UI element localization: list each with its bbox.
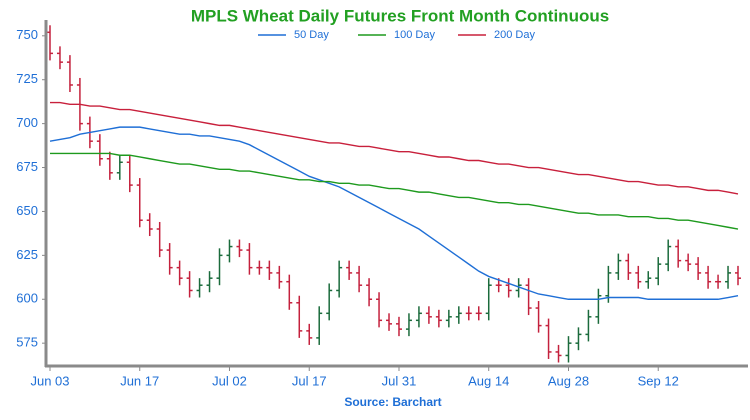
legend-label: 50 Day (294, 29, 329, 41)
chart-title: MPLS Wheat Daily Futures Front Month Con… (191, 6, 609, 25)
moving-average-line (50, 152, 739, 230)
y-tick-label: 600 (16, 291, 38, 306)
moving-average-line (49, 126, 739, 300)
moving-average-line (50, 101, 739, 195)
x-tick-label: Aug 14 (468, 373, 509, 388)
y-tick-label: 675 (16, 159, 38, 174)
x-tick-label: Jun 03 (30, 373, 69, 388)
x-tick-label: Aug 28 (548, 373, 589, 388)
x-tick-label: Jun 17 (120, 373, 159, 388)
x-tick-label: Jul 31 (382, 373, 417, 388)
x-tick-label: Jul 17 (292, 373, 327, 388)
y-tick-label: 625 (16, 247, 38, 262)
y-tick-label: 575 (16, 335, 38, 350)
legend-label: 200 Day (494, 29, 535, 41)
y-tick-label: 750 (16, 27, 38, 42)
x-tick-label: Jul 02 (212, 373, 247, 388)
y-tick-label: 700 (16, 115, 38, 130)
y-tick-label: 725 (16, 71, 38, 86)
y-tick-label: 650 (16, 203, 38, 218)
legend-label: 100 Day (394, 29, 435, 41)
source: Source: Barchart (344, 395, 441, 409)
x-tick-label: Sep 12 (638, 373, 679, 388)
